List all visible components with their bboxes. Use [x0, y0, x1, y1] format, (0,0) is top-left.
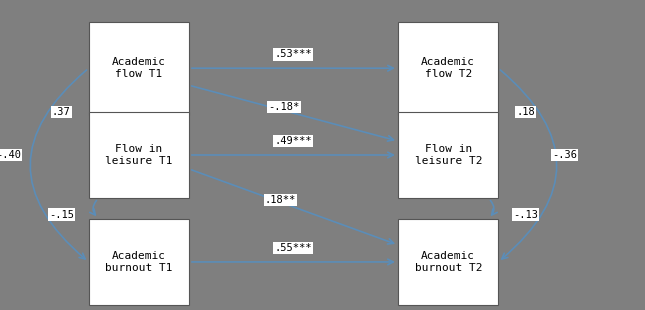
FancyArrowPatch shape [90, 201, 97, 215]
Text: .18: .18 [516, 107, 535, 117]
Text: .37: .37 [52, 107, 71, 117]
FancyArrowPatch shape [99, 112, 106, 119]
Text: .55***: .55*** [275, 243, 312, 253]
Text: -.13: -.13 [513, 210, 538, 219]
Text: Academic
flow T2: Academic flow T2 [421, 57, 475, 79]
FancyBboxPatch shape [398, 219, 498, 305]
FancyArrowPatch shape [192, 65, 393, 71]
Text: -.18*: -.18* [268, 102, 299, 112]
FancyBboxPatch shape [89, 112, 188, 198]
Text: -.40: -.40 [0, 150, 21, 160]
Text: Academic
burnout T2: Academic burnout T2 [415, 251, 482, 273]
FancyArrowPatch shape [192, 152, 393, 158]
FancyArrowPatch shape [481, 112, 488, 119]
FancyBboxPatch shape [398, 22, 498, 115]
FancyArrowPatch shape [30, 70, 86, 259]
Text: .18**: .18** [265, 195, 296, 205]
Text: -.15: -.15 [49, 210, 74, 219]
FancyBboxPatch shape [89, 219, 188, 305]
FancyArrowPatch shape [490, 201, 497, 215]
Text: Academic
burnout T1: Academic burnout T1 [105, 251, 172, 273]
FancyBboxPatch shape [398, 112, 498, 198]
FancyBboxPatch shape [89, 22, 188, 115]
FancyArrowPatch shape [192, 86, 393, 141]
Text: Academic
flow T1: Academic flow T1 [112, 57, 166, 79]
Text: Flow in
leisure T2: Flow in leisure T2 [415, 144, 482, 166]
Text: .53***: .53*** [275, 49, 312, 59]
FancyArrowPatch shape [192, 259, 393, 265]
FancyArrowPatch shape [501, 70, 557, 259]
FancyArrowPatch shape [192, 170, 393, 244]
Text: -.36: -.36 [552, 150, 577, 160]
Text: Flow in
leisure T1: Flow in leisure T1 [105, 144, 172, 166]
Text: .49***: .49*** [275, 136, 312, 146]
